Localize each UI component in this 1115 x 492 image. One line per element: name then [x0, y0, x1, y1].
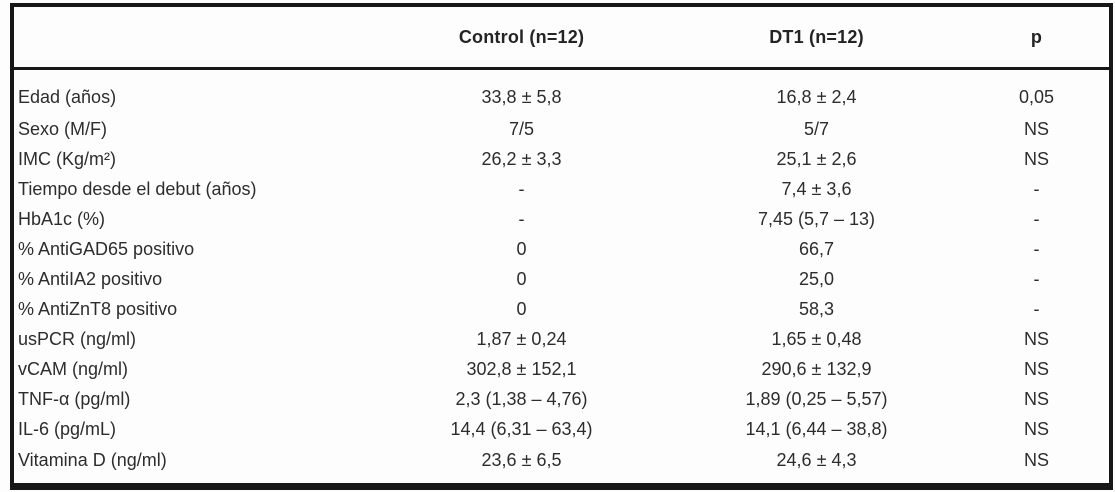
row-label-cell: % AntiZnT8 positivo — [18, 299, 178, 320]
table-row: IL-6 (pg/mL) 14,4 (6,31 – 63,4) 14,1 (6,44… — [14, 414, 1109, 444]
table-row: Vitamina D (ng/ml) 23,6 ± 6,5 24,6 ± 4,3 NS — [14, 444, 1109, 483]
row-label-cell: vCAM (ng/ml) — [18, 358, 129, 379]
p-value-cell: NS — [1023, 450, 1049, 471]
p-value-cell: - — [1033, 269, 1040, 290]
row-label-cell: IL-6 (pg/mL) — [18, 418, 117, 439]
control-value-cell: 33,8 ± 5,8 — [481, 86, 562, 107]
dt1-value-cell: 66,7 — [798, 239, 835, 260]
control-value-cell: 0 — [516, 239, 527, 260]
table-row: % AntiGAD65 positivo 0 66,7 - — [14, 235, 1109, 265]
table-row: Sexo (M/F) 7/5 5/7 NS — [14, 115, 1109, 145]
p-value-cell: NS — [1023, 149, 1049, 170]
table-row: vCAM (ng/ml) 302,8 ± 152,1 290,6 ± 132,9 NS — [14, 354, 1109, 384]
row-label-cell: HbA1c (%) — [18, 209, 106, 230]
results-table: Control (n=12) DT1 (n=12) p Edad (años) 3… — [14, 7, 1109, 483]
control-value-cell: 14,4 (6,31 – 63,4) — [450, 418, 593, 439]
header-row: Control (n=12) DT1 (n=12) p — [14, 7, 1109, 70]
dt1-value-cell: 7,4 ± 3,6 — [781, 179, 852, 200]
control-value-cell: 302,8 ± 152,1 — [466, 358, 577, 379]
dt1-value-cell: 24,6 ± 4,3 — [776, 450, 857, 471]
table-row: Tiempo desde el debut (años) - 7,4 ± 3,6 - — [14, 175, 1109, 205]
control-value-cell: 0 — [516, 299, 527, 320]
table-body: Edad (años) 33,8 ± 5,8 16,8 ± 2,4 0,05 Sexo … — [14, 69, 1109, 484]
dt1-value-cell: 16,8 ± 2,4 — [776, 86, 857, 107]
header-control-cell: Control (n=12) — [374, 7, 669, 70]
control-value-cell: 23,6 ± 6,5 — [481, 450, 562, 471]
control-value-cell: 2,3 (1,38 – 4,76) — [455, 388, 588, 409]
control-value-cell: 0 — [516, 269, 527, 290]
dt1-value-cell: 14,1 (6,44 – 38,8) — [745, 418, 888, 439]
p-value-cell: - — [1033, 299, 1040, 320]
table-row: TNF-α (pg/ml) 2,3 (1,38 – 4,76) 1,89 (0,25… — [14, 384, 1109, 414]
header-p-cell: p — [964, 7, 1109, 70]
control-value-cell: 26,2 ± 3,3 — [481, 149, 562, 170]
table-row: % AntiIA2 positivo 0 25,0 - — [14, 265, 1109, 295]
p-value-cell: - — [1033, 179, 1040, 200]
header-dt1-cell: DT1 (n=12) — [669, 7, 964, 70]
dt1-value-cell: 25,1 ± 2,6 — [776, 149, 857, 170]
p-value-cell: NS — [1023, 388, 1049, 409]
row-label-cell: IMC (Kg/m²) — [18, 149, 116, 170]
results-table-frame: Control (n=12) DT1 (n=12) p Edad (años) 3… — [10, 3, 1113, 490]
table-row: % AntiZnT8 positivo 0 58,3 - — [14, 295, 1109, 325]
table-row: HbA1c (%) - 7,45 (5,7 – 13) - — [14, 205, 1109, 235]
table-row: usPCR (ng/ml) 1,87 ± 0,24 1,65 ± 0,48 NS — [14, 325, 1109, 355]
table-header: Control (n=12) DT1 (n=12) p — [14, 7, 1109, 70]
p-value-cell: NS — [1023, 119, 1049, 140]
control-value-cell: 1,87 ± 0,24 — [476, 329, 567, 349]
row-label-cell: Sexo (M/F) — [18, 119, 108, 140]
p-value-cell: - — [1033, 239, 1040, 260]
control-value-cell: - — [518, 209, 525, 230]
dt1-value-cell: 58,3 — [798, 299, 835, 320]
dt1-value-cell: 7,45 (5,7 – 13) — [757, 209, 876, 230]
dt1-value-cell: 5/7 — [803, 119, 830, 140]
table-row: IMC (Kg/m²) 26,2 ± 3,3 25,1 ± 2,6 NS — [14, 145, 1109, 175]
p-value-cell: NS — [1023, 418, 1049, 439]
dt1-value-cell: 1,65 ± 0,48 — [771, 329, 862, 349]
header-empty-cell — [14, 7, 374, 70]
row-label-cell: Tiempo desde el debut (años) — [18, 179, 257, 200]
p-value-cell: - — [1033, 209, 1040, 230]
row-label-cell: usPCR (ng/ml) — [18, 329, 137, 349]
row-label-cell: Edad (años) — [18, 86, 117, 107]
dt1-value-cell: 290,6 ± 132,9 — [761, 358, 872, 379]
row-label-cell: TNF-α (pg/ml) — [18, 388, 131, 409]
p-value-cell: 0,05 — [1018, 86, 1055, 107]
dt1-value-cell: 25,0 — [798, 269, 835, 290]
control-value-cell: 7/5 — [508, 119, 535, 140]
control-value-cell: - — [518, 179, 525, 200]
row-label-cell: % AntiGAD65 positivo — [18, 239, 195, 260]
table-row: Edad (años) 33,8 ± 5,8 16,8 ± 2,4 0,05 — [14, 69, 1109, 115]
dt1-value-cell: 1,89 (0,25 – 5,57) — [745, 388, 888, 409]
p-value-cell: NS — [1023, 329, 1049, 349]
p-value-cell: NS — [1023, 358, 1049, 379]
row-label-cell: % AntiIA2 positivo — [18, 269, 163, 290]
row-label-cell: Vitamina D (ng/ml) — [18, 450, 167, 471]
